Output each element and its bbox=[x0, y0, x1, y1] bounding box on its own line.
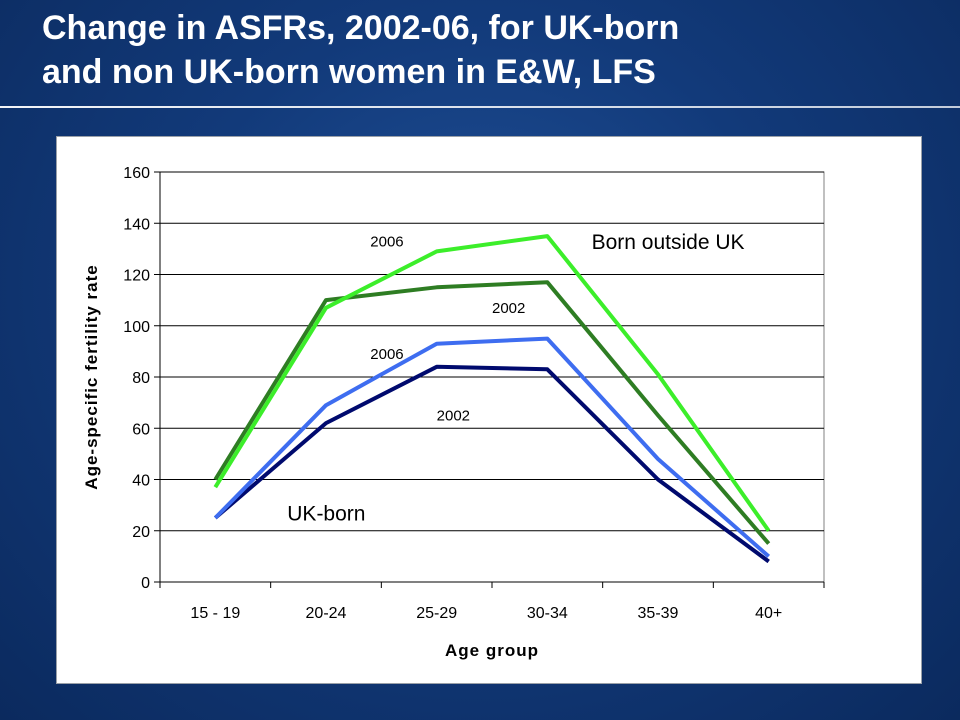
y-tick-label: 80 bbox=[132, 370, 150, 387]
x-tick-label: 15 - 19 bbox=[190, 605, 240, 622]
y-tick-label: 0 bbox=[141, 575, 150, 592]
y-axis-title: Age-specific fertility rate bbox=[82, 264, 101, 489]
series-lines bbox=[213, 234, 771, 564]
line-chart: 0 20 40 60 80 100 120 140 160 15 - 19 20-24 25-29 3… bbox=[82, 165, 825, 660]
series-line-2 bbox=[213, 234, 771, 532]
annotation-label: 2002 bbox=[492, 300, 525, 317]
y-tick-label: 60 bbox=[132, 421, 150, 438]
x-axis-title: Age group bbox=[445, 641, 539, 660]
axes bbox=[154, 171, 825, 588]
title-divider bbox=[0, 106, 960, 108]
y-tick-label: 20 bbox=[132, 524, 150, 541]
annotation-label: 2006 bbox=[370, 346, 403, 363]
series-line-3 bbox=[213, 364, 770, 564]
x-tick-labels: 15 - 19 20-24 25-29 30-34 35-39 40+ bbox=[190, 605, 782, 622]
x-tick-label: 25-29 bbox=[416, 605, 457, 622]
annotation-label: UK-born bbox=[287, 503, 365, 526]
gridlines bbox=[160, 171, 824, 532]
x-tick-label: 35-39 bbox=[638, 605, 679, 622]
x-tick-label: 20-24 bbox=[306, 605, 347, 622]
slide-title: Change in ASFRs, 2002-06, for UK-born an… bbox=[42, 6, 922, 94]
x-tick-label: 40+ bbox=[755, 605, 782, 622]
series-line-4 bbox=[213, 336, 771, 558]
y-tick-label: 160 bbox=[123, 165, 150, 182]
slide-title-line-1: Change in ASFRs, 2002-06, for UK-born bbox=[42, 9, 680, 47]
y-tick-label: 140 bbox=[123, 216, 150, 233]
y-tick-label: 100 bbox=[123, 319, 150, 336]
series-line-1 bbox=[213, 280, 771, 545]
chart-panel: 0 20 40 60 80 100 120 140 160 15 - 19 20-24 25-29 3… bbox=[56, 136, 922, 684]
annotation-label: Born outside UK bbox=[592, 231, 745, 254]
x-tick-label: 30-34 bbox=[527, 605, 568, 622]
slide-title-line-2: and non UK-born women in E&W, LFS bbox=[42, 53, 656, 91]
y-tick-label: 120 bbox=[123, 268, 150, 285]
annotations: 2006 Born outside UK 2002 2006 2002 UK-born bbox=[287, 231, 744, 526]
y-tick-label: 40 bbox=[132, 473, 150, 490]
annotation-label: 2002 bbox=[437, 408, 470, 425]
annotation-label: 2006 bbox=[370, 233, 403, 250]
y-tick-labels: 0 20 40 60 80 100 120 140 160 bbox=[123, 165, 150, 592]
